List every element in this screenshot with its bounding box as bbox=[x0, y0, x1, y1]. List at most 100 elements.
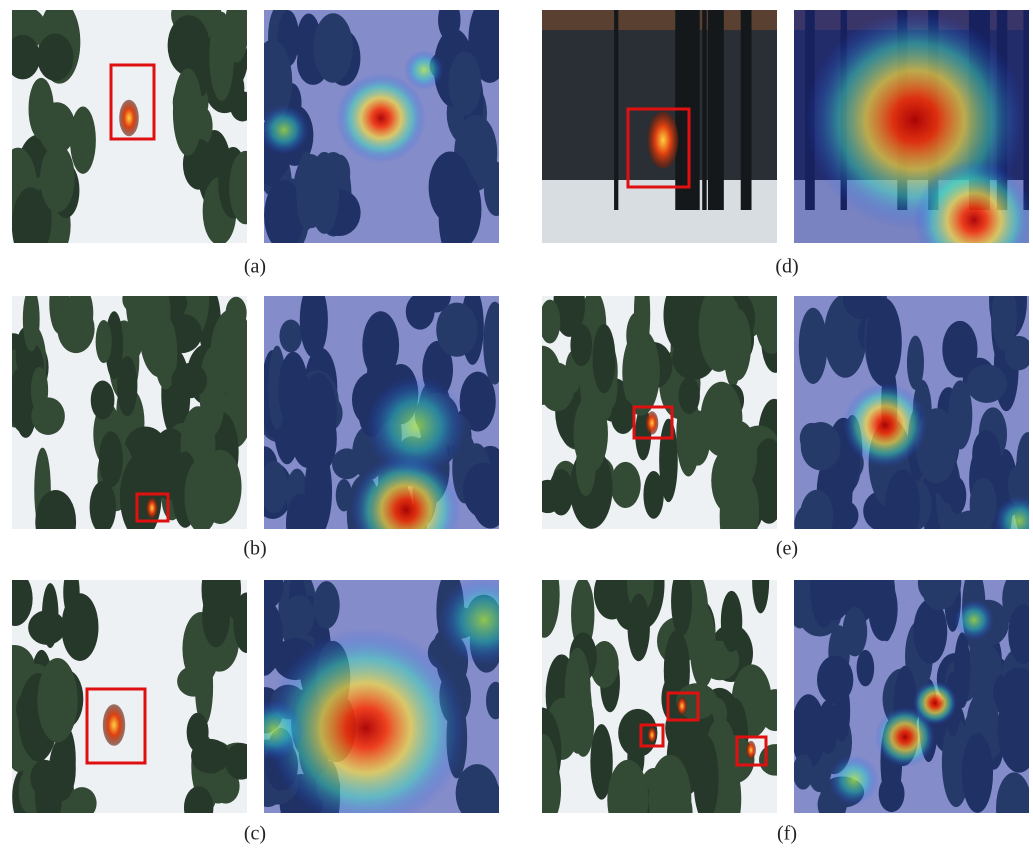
heat-spot bbox=[336, 73, 426, 163]
photo bbox=[524, 258, 791, 554]
tree bbox=[211, 309, 254, 394]
trunk bbox=[702, 10, 706, 210]
caption: (c) bbox=[244, 823, 266, 845]
tree bbox=[755, 290, 788, 354]
tree bbox=[173, 68, 203, 155]
tree bbox=[722, 421, 757, 489]
caption: (e) bbox=[776, 538, 798, 560]
heat-spot bbox=[366, 376, 466, 476]
heat-spot bbox=[439, 575, 529, 665]
heatmap-image bbox=[252, 0, 511, 262]
tree bbox=[671, 567, 692, 636]
tree bbox=[96, 320, 112, 363]
tree bbox=[699, 284, 740, 372]
caption: (f) bbox=[777, 823, 797, 845]
tree bbox=[643, 471, 663, 519]
fire bbox=[646, 411, 659, 434]
tree bbox=[539, 363, 574, 412]
tree bbox=[35, 490, 76, 554]
tree bbox=[5, 35, 40, 80]
tree bbox=[549, 469, 573, 515]
heatmap-image bbox=[250, 280, 511, 565]
fire bbox=[648, 111, 679, 168]
tree bbox=[565, 648, 591, 734]
heatmap-image bbox=[785, 547, 1033, 843]
heat-spot bbox=[914, 160, 1033, 280]
heat-spot bbox=[829, 755, 879, 805]
tree bbox=[91, 381, 115, 420]
tree bbox=[611, 399, 635, 434]
tree bbox=[51, 262, 68, 333]
tree bbox=[184, 786, 213, 829]
photo bbox=[0, 0, 262, 265]
tree bbox=[23, 287, 40, 352]
caption: (a) bbox=[244, 256, 266, 278]
tree bbox=[539, 300, 560, 344]
tree bbox=[649, 755, 692, 843]
trunk bbox=[708, 10, 722, 210]
fire bbox=[746, 741, 756, 759]
tree bbox=[721, 591, 742, 652]
tree bbox=[759, 689, 790, 731]
tree bbox=[607, 760, 648, 840]
tree bbox=[528, 734, 558, 817]
tree bbox=[759, 744, 791, 776]
tree bbox=[90, 481, 116, 533]
heat-spot bbox=[404, 50, 444, 90]
figure: (a) (d) (b) (e) (c) (f) bbox=[0, 0, 1033, 855]
fire bbox=[119, 100, 139, 136]
fire bbox=[146, 498, 157, 519]
tree bbox=[99, 431, 123, 487]
photo bbox=[0, 551, 260, 836]
tree bbox=[199, 450, 241, 524]
caption: (b) bbox=[243, 538, 266, 560]
tree bbox=[225, 743, 257, 780]
photo bbox=[0, 253, 254, 556]
trunk bbox=[614, 10, 618, 210]
tree bbox=[187, 713, 209, 752]
tree bbox=[752, 548, 769, 613]
tree bbox=[610, 462, 640, 508]
heat-spot bbox=[954, 600, 994, 640]
photo bbox=[523, 539, 791, 843]
tree bbox=[61, 593, 98, 661]
fire bbox=[103, 704, 125, 746]
tree bbox=[229, 151, 262, 224]
tree bbox=[628, 594, 650, 662]
tree bbox=[230, 91, 255, 121]
heat-spot bbox=[913, 681, 957, 725]
heatmap-image bbox=[244, 563, 529, 844]
tree bbox=[117, 356, 137, 416]
tree bbox=[570, 324, 592, 366]
tree bbox=[42, 583, 59, 648]
heat-spot bbox=[244, 700, 304, 760]
tree bbox=[202, 586, 230, 647]
tree bbox=[31, 397, 65, 435]
heatmap-image bbox=[794, 263, 1033, 560]
tree bbox=[529, 551, 560, 638]
heatmap-image bbox=[794, 10, 1033, 280]
photo bbox=[542, 10, 777, 243]
tree bbox=[40, 144, 75, 212]
tree bbox=[35, 763, 62, 830]
page: {"panels": [ {"caption": "(a)"}, {"capti… bbox=[0, 0, 1033, 855]
caption: (d) bbox=[775, 256, 798, 278]
fire bbox=[648, 727, 656, 743]
trunk bbox=[690, 10, 700, 210]
tree bbox=[634, 269, 650, 358]
heat-spot bbox=[259, 105, 309, 155]
tree bbox=[593, 324, 616, 393]
tree bbox=[145, 282, 171, 340]
tree bbox=[576, 437, 596, 496]
tree bbox=[233, 592, 259, 652]
tree bbox=[168, 15, 210, 76]
fire bbox=[677, 697, 687, 715]
heat-spot bbox=[843, 383, 927, 467]
tree bbox=[37, 658, 77, 743]
tree bbox=[37, 34, 73, 81]
tree bbox=[171, 363, 207, 398]
trunk bbox=[741, 10, 752, 210]
tree bbox=[128, 281, 145, 357]
tree bbox=[70, 107, 96, 174]
tree bbox=[679, 377, 700, 414]
